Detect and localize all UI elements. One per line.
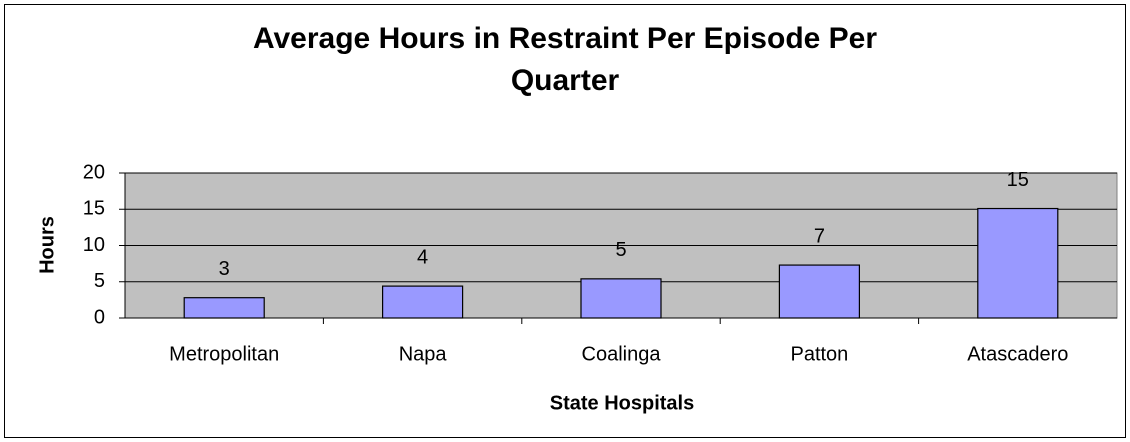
- y-tick-label: 20: [83, 161, 105, 183]
- y-tick-label: 5: [94, 270, 105, 292]
- y-tick-label: 10: [83, 234, 105, 256]
- x-tick-label: Coalinga: [582, 343, 662, 365]
- bar: [778, 264, 861, 319]
- data-label: 3: [219, 258, 230, 280]
- bar: [183, 297, 265, 319]
- x-tick-label: Metropolitan: [169, 343, 279, 365]
- data-label: 4: [417, 246, 428, 268]
- bar: [382, 285, 464, 319]
- y-tick-label: 0: [94, 306, 105, 328]
- x-tick-label: Atascadero: [967, 343, 1068, 365]
- bar: [977, 207, 1059, 319]
- chart-title: Average Hours in Restraint Per Episode P…: [252, 22, 878, 97]
- y-axis-title: Hours: [36, 216, 58, 274]
- data-label: 15: [1007, 169, 1029, 191]
- y-tick-label: 15: [83, 198, 105, 220]
- bar: [580, 278, 662, 319]
- x-tick-label: Patton: [790, 343, 848, 365]
- x-tick-label: Napa: [399, 343, 448, 365]
- data-label: 5: [615, 239, 626, 261]
- x-axis-title: State Hospitals: [550, 392, 694, 414]
- data-label: 7: [814, 225, 825, 247]
